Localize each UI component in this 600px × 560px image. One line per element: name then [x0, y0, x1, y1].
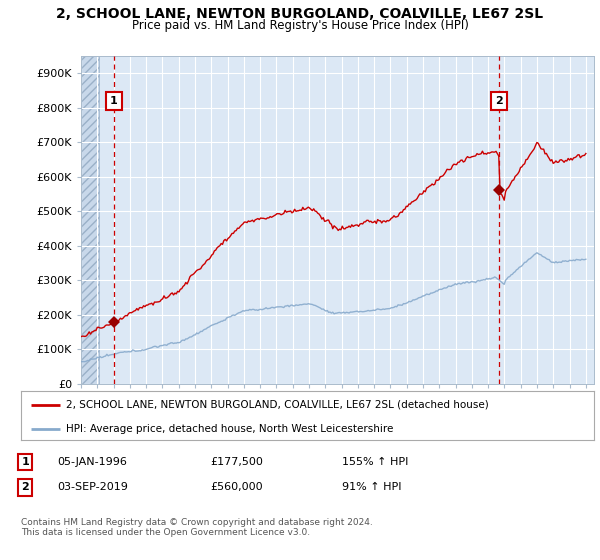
Text: 2, SCHOOL LANE, NEWTON BURGOLAND, COALVILLE, LE67 2SL (detached house): 2, SCHOOL LANE, NEWTON BURGOLAND, COALVI…: [65, 400, 488, 410]
Text: Price paid vs. HM Land Registry's House Price Index (HPI): Price paid vs. HM Land Registry's House …: [131, 19, 469, 32]
Text: 1: 1: [110, 96, 118, 106]
Text: 2: 2: [22, 482, 29, 492]
Text: Contains HM Land Registry data © Crown copyright and database right 2024.
This d: Contains HM Land Registry data © Crown c…: [21, 518, 373, 538]
Text: 03-SEP-2019: 03-SEP-2019: [57, 482, 128, 492]
Text: 2: 2: [495, 96, 503, 106]
Text: 91% ↑ HPI: 91% ↑ HPI: [342, 482, 401, 492]
Text: £560,000: £560,000: [210, 482, 263, 492]
Text: £177,500: £177,500: [210, 457, 263, 467]
Text: 05-JAN-1996: 05-JAN-1996: [57, 457, 127, 467]
Text: 2, SCHOOL LANE, NEWTON BURGOLAND, COALVILLE, LE67 2SL: 2, SCHOOL LANE, NEWTON BURGOLAND, COALVI…: [56, 7, 544, 21]
Text: 155% ↑ HPI: 155% ↑ HPI: [342, 457, 409, 467]
Text: 1: 1: [22, 457, 29, 467]
Text: HPI: Average price, detached house, North West Leicestershire: HPI: Average price, detached house, Nort…: [65, 424, 393, 435]
